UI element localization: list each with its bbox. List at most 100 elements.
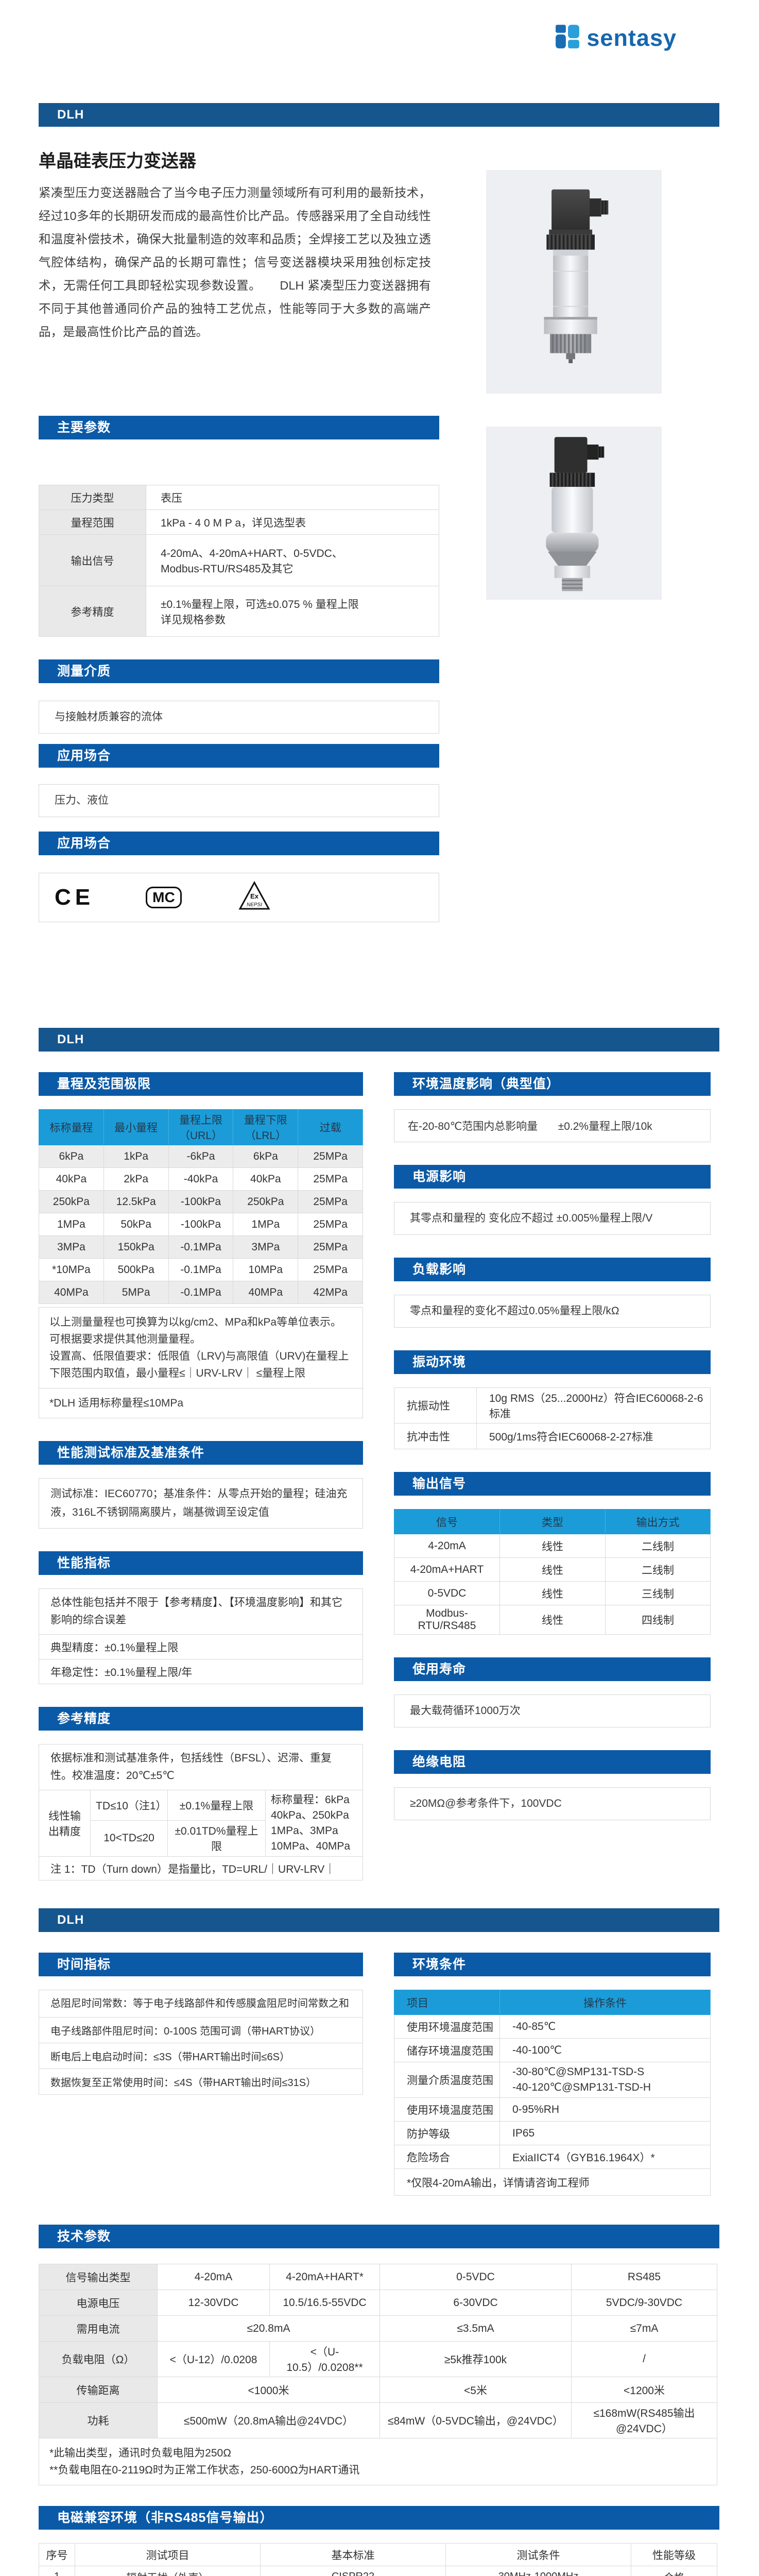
table-row: Modbus-RTU/RS485 线性 四线制 (394, 1605, 711, 1635)
cell: 25MPa (298, 1145, 363, 1168)
product-title: 单晶硅表压力变送器 (39, 151, 196, 171)
cell: 使用环境温度范围 (394, 2097, 500, 2122)
row-label: 信号输出类型 (39, 2264, 158, 2290)
section-header-output-signal: 输出信号 (394, 1472, 711, 1496)
cell: 50kPa (103, 1213, 169, 1236)
table-row: 电源电压 12-30VDC 10.5/16.5-55VDC 6-30VDC 5V… (39, 2290, 717, 2316)
table-row: 储存环境温度范围 -40-100℃ (394, 2038, 711, 2062)
table-row: 0-5VDC 线性 三线制 (394, 1581, 711, 1605)
cell: 标称量程：6kPa 40kPa、250kPa 1MPa、3MPa 10MPa、4… (265, 1790, 363, 1857)
column-header: 序号 (39, 2543, 75, 2566)
cell: 4-20mA+HART* (269, 2264, 380, 2290)
cell: 4-20mA (157, 2264, 270, 2290)
table-row: 输出信号 4-20mA、4-20mA+HART、0-5VDC、 Modbus-R… (39, 534, 439, 586)
cell: -6kPa (168, 1145, 234, 1168)
cell: 6-30VDC (380, 2290, 572, 2316)
load-effect-text: 零点和量程的变化不超过0.05%量程上限/kΩ (394, 1295, 711, 1328)
section-header-lifespan: 使用寿命 (394, 1657, 711, 1681)
table-row: 4-20mA 线性 二线制 (394, 1534, 711, 1558)
cell: 1 (39, 2566, 75, 2576)
cell: 数据恢复至正常使用时间：≤4S（带HART输出时间≤31S） (39, 2069, 363, 2095)
cell: 线性输 出精度 (39, 1790, 91, 1857)
table-row: 抗冲击性 500g/1ms符合IEC60068-2-27标准 (394, 1423, 711, 1449)
column-header: 基本标准 (260, 2543, 446, 2566)
table-row: 注 1：TD（Turn down）是指量比，TD=URL/｜URV-LRV｜ (39, 1856, 363, 1880)
table-row: 使用环境温度范围 -40-85℃ (394, 2014, 711, 2039)
cell: ≤7mA (571, 2315, 717, 2342)
table-row: 信号输出类型 4-20mA 4-20mA+HART* 0-5VDC RS485 (39, 2264, 717, 2290)
section-header-time-index: 时间指标 (39, 1953, 363, 1976)
cell: 使用环境温度范围 (394, 2014, 500, 2039)
cell: 依据标准和测试基准条件，包括线性（BFSL）、迟滞、重复性。校准温度：20℃±5… (39, 1744, 363, 1790)
cell: 250kPa (39, 1190, 104, 1213)
table-row: 线性输 出精度 TD≤10（注1） ±0.1%量程上限 标称量程：6kPa 40… (39, 1790, 363, 1857)
table-row: 负载电阻（Ω） <（U-12）/0.0208 <（U-10.5）/0.0208*… (39, 2341, 717, 2377)
table-header-row: 标称量程 最小量程 量程上限 （URL） 量程下限 （LRL） 过载 (39, 1109, 363, 1145)
sentasy-logo-icon (555, 24, 580, 52)
cell: 12-30VDC (157, 2290, 270, 2316)
intro-section: 单晶硅表压力变送器 紧凑型压力变送器融合了当今电子压力测量领域所有可利用的最新技… (39, 149, 719, 637)
param-value: 4-20mA、4-20mA+HART、0-5VDC、 Modbus-RTU/RS… (146, 534, 439, 586)
cell: / (571, 2341, 717, 2377)
cell: IP65 (499, 2121, 711, 2145)
pressure-transmitter-illustration-2 (545, 437, 604, 591)
power-effect-text: 其零点和量程的 变化应不超过 ±0.005%量程上限/V (394, 1202, 711, 1235)
table-header-row: 序号 测试项目 基本标准 测试条件 性能等级 (39, 2543, 717, 2566)
cell: <1000米 (157, 2377, 380, 2403)
section-header-certifications: 应用场合 (39, 832, 439, 855)
section-header-insulation: 绝缘电阻 (394, 1750, 711, 1774)
section-header-perf-test: 性能测试标准及基准条件 (39, 1441, 363, 1465)
cell: <5米 (380, 2377, 572, 2403)
product-photo-1 (486, 170, 662, 394)
cell: -0.1MPa (168, 1258, 234, 1281)
cell: ≤168mW(RS485输出@24VDC） (571, 2402, 717, 2438)
table-row: 250kPa 12.5kPa -100kPa 250kPa 25MPa (39, 1190, 363, 1213)
cell: 1kPa (103, 1145, 169, 1168)
cell: 42MPa (298, 1281, 363, 1304)
cell: ≤3.5mA (380, 2315, 572, 2342)
cell: ±0.01TD%量程上限 (167, 1820, 266, 1857)
row-label: 电源电压 (39, 2290, 158, 2316)
cell: 三线制 (605, 1581, 711, 1605)
table-row: 总体性能包括并不限于【参考精度】、【环境温度影响】和其它影响的综合误差 (39, 1588, 363, 1635)
cell: -40-85℃ (499, 2014, 711, 2039)
product-description: 紧凑型压力变送器融合了当今电子压力测量领域所有可利用的最新技术，经过10多年的长… (39, 186, 431, 338)
table-row: 1MPa 50kPa -100kPa 1MPa 25MPa (39, 1213, 363, 1236)
cell: 40kPa (39, 1167, 104, 1191)
cell: 1MPa (233, 1213, 299, 1236)
cell: 线性 (499, 1534, 606, 1558)
cell: 10g RMS（25...2000Hz）符合IEC60068-2-6标准 (476, 1387, 711, 1423)
cell: -100kPa (168, 1213, 234, 1236)
cell: TD≤10（注1） (90, 1790, 168, 1821)
cell: 30MHz-1000MHz (445, 2566, 631, 2576)
table-header-row: 信号 类型 输出方式 (394, 1509, 711, 1534)
column-header: 标称量程 (39, 1109, 104, 1145)
mc-mark-icon: MC (146, 887, 182, 908)
cell: 线性 (499, 1557, 606, 1582)
cell: ≤84mW（0-5VDC输出，@24VDC） (380, 2402, 572, 2438)
section-header-emc: 电磁兼容环境（非RS485信号输出） (39, 2506, 719, 2530)
table-row: 传输距离 <1000米 <5米 <1200米 (39, 2377, 717, 2403)
cell: ≤500mW（20.8mA输出@24VDC） (157, 2402, 380, 2438)
cell: 0-5VDC (394, 1581, 500, 1605)
cell: -0.1MPa (168, 1281, 234, 1304)
column-header: 类型 (499, 1509, 606, 1534)
table-row: 年稳定性：±0.1%量程上限/年 (39, 1659, 363, 1684)
table-row: 断电后上电启动时间：≤3S（带HART输出时间≤6S） (39, 2043, 363, 2069)
table-row: 功耗 ≤500mW（20.8mA输出@24VDC） ≤84mW（0-5VDC输出… (39, 2402, 717, 2438)
cell: 0-5VDC (380, 2264, 572, 2290)
svg-text:NEPSI: NEPSI (247, 902, 262, 908)
range-limits-note: 以上测量量程也可换算为以kg/cm2、MPa和kPa等单位表示。可根据要求提供其… (39, 1307, 363, 1388)
cell: <1200米 (571, 2377, 717, 2403)
section-header-vibration: 振动环境 (394, 1350, 711, 1374)
table-row: 40kPa 2kPa -40kPa 40kPa 25MPa (39, 1167, 363, 1191)
cell: CISPR22 (260, 2566, 446, 2576)
range-limits-table: 标称量程 最小量程 量程上限 （URL） 量程下限 （LRL） 过载 6kPa … (39, 1109, 363, 1304)
ce-mark-icon: CE (55, 885, 95, 910)
cell: 6kPa (39, 1145, 104, 1168)
table-row: *仅限4-20mA输出，详情请咨询工程师 (394, 2168, 711, 2196)
param-value: 1kPa - 4 0 M P a，详见选型表 (146, 510, 439, 535)
cell: 二线制 (605, 1534, 711, 1558)
cell: <（U-10.5）/0.0208** (269, 2341, 380, 2377)
